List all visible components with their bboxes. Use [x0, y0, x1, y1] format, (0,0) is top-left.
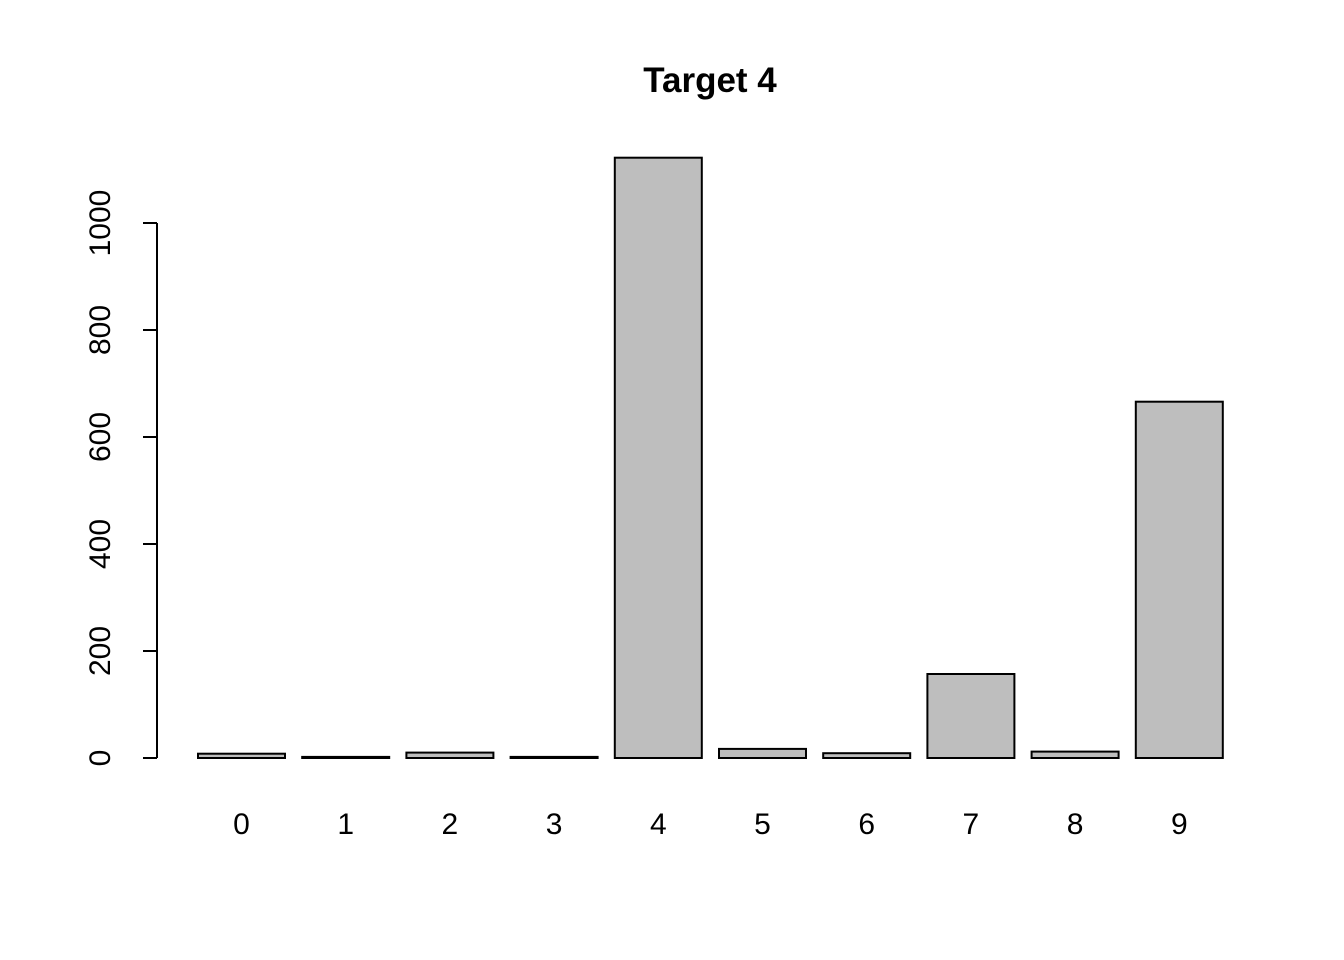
x-tick-label: 4 — [650, 808, 667, 841]
y-tick-label: 0 — [84, 750, 117, 767]
bar-7 — [926, 673, 1016, 759]
y-axis: 0 200 400 600 800 1000 — [84, 190, 158, 767]
x-tick-label: 1 — [337, 808, 354, 841]
bar-4 — [613, 156, 703, 759]
y-tick-label: 400 — [84, 519, 117, 569]
x-tick-label: 6 — [858, 808, 875, 841]
x-tick-label: 8 — [1067, 808, 1084, 841]
bar-1 — [301, 755, 391, 760]
x-axis-labels: 0 1 2 3 4 5 6 7 8 9 — [233, 808, 1187, 841]
y-tick-label: 800 — [84, 305, 117, 355]
x-tick-label: 7 — [963, 808, 980, 841]
x-tick-label: 9 — [1171, 808, 1188, 841]
bar-3 — [509, 755, 599, 760]
bar-8 — [1030, 750, 1120, 759]
x-tick-label: 2 — [442, 808, 459, 841]
y-tick-label: 200 — [84, 626, 117, 676]
bar-0 — [197, 752, 286, 760]
x-tick-label: 0 — [233, 808, 250, 841]
bar-9 — [1134, 400, 1224, 759]
y-tick-label: 600 — [84, 412, 117, 462]
bar-2 — [405, 751, 495, 759]
bar-5 — [718, 747, 807, 760]
bar-6 — [822, 752, 912, 760]
bars-group — [197, 156, 1224, 760]
chart-title: Target 4 — [643, 61, 777, 100]
x-tick-label: 5 — [754, 808, 771, 841]
y-tick-label: 1000 — [84, 190, 117, 257]
x-tick-label: 3 — [546, 808, 563, 841]
